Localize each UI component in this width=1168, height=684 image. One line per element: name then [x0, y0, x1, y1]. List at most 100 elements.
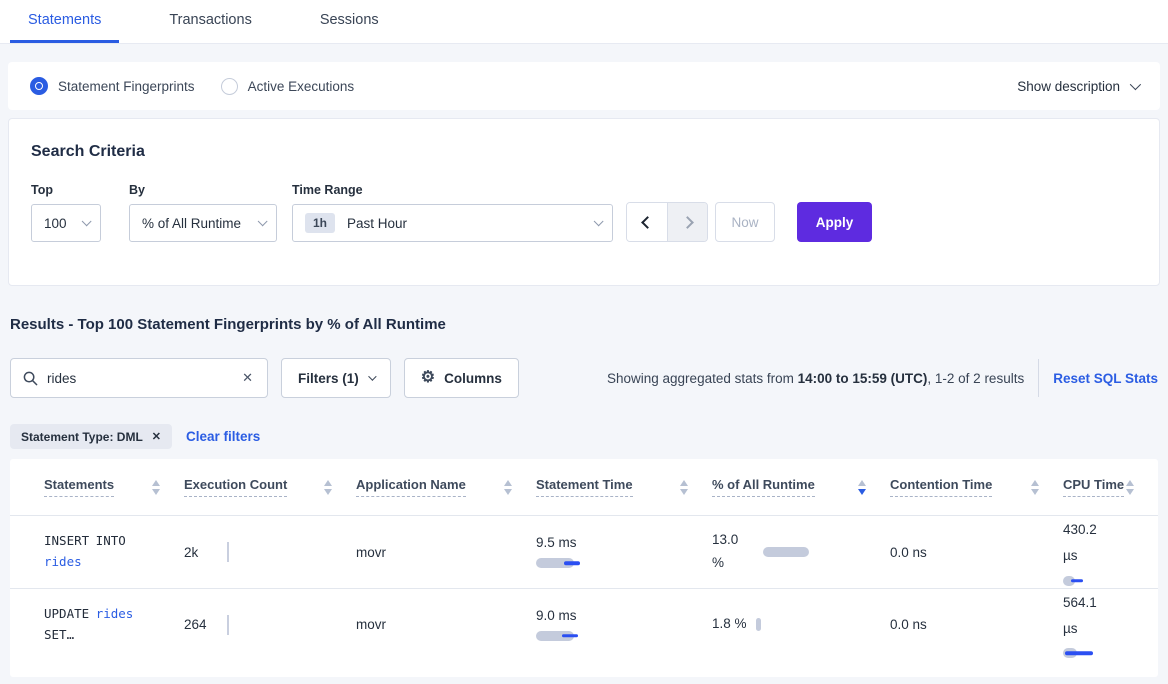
- columns-button[interactable]: ⚙ Columns: [403, 358, 519, 398]
- column-header-execution-count[interactable]: Execution Count: [184, 477, 356, 497]
- statement-time-bar: [536, 630, 574, 641]
- filter-pill-statement-type: Statement Type: DML ✕: [10, 424, 173, 449]
- column-label: Application Name: [356, 477, 466, 497]
- statement-text: UPDATE: [44, 605, 96, 621]
- execution-count-bar: [227, 614, 229, 635]
- statement-time-value: 9.5 ms: [536, 535, 577, 550]
- statement-time-cell: 9.0 ms: [536, 608, 712, 642]
- application-name-cell: movr: [356, 617, 386, 632]
- cpu-time-cell: 430.2 µs: [1063, 517, 1158, 586]
- statement-time-marker: [564, 561, 580, 565]
- by-select[interactable]: % of All Runtime: [129, 204, 277, 242]
- search-input[interactable]: [47, 370, 241, 386]
- tab-transactions[interactable]: Transactions: [169, 12, 252, 28]
- radio-active-executions[interactable]: Active Executions: [220, 77, 355, 95]
- sort-icon-active[interactable]: [858, 477, 866, 495]
- filters-button[interactable]: Filters (1): [281, 358, 391, 398]
- results-heading: Results - Top 100 Statement Fingerprints…: [10, 316, 446, 333]
- reset-sql-stats-link[interactable]: Reset SQL Stats: [1053, 370, 1158, 386]
- column-header-percent-runtime[interactable]: % of All Runtime: [712, 477, 890, 497]
- columns-button-label: Columns: [444, 370, 502, 386]
- statements-table: Statements Execution Count Application N…: [10, 459, 1158, 677]
- tab-sessions[interactable]: Sessions: [319, 12, 379, 28]
- column-label: Statements: [44, 477, 115, 497]
- column-header-statements[interactable]: Statements: [44, 477, 184, 497]
- remove-filter-icon[interactable]: ✕: [151, 431, 162, 443]
- statement-time-value: 9.0 ms: [536, 607, 577, 623]
- statement-time-marker: [562, 633, 578, 638]
- time-range-label: Time Range: [292, 183, 363, 197]
- time-range-badge: 1h: [305, 213, 336, 233]
- stats-prefix: Showing aggregated stats from: [607, 370, 798, 386]
- show-description-toggle[interactable]: Show description: [1017, 78, 1142, 94]
- sort-icon[interactable]: [1031, 477, 1039, 495]
- radio-label: Statement Fingerprints: [58, 78, 195, 94]
- column-header-cpu-time[interactable]: CPU Time: [1063, 477, 1158, 497]
- column-label: Execution Count: [184, 477, 288, 497]
- table-row: INSERT INTO rides 2k movr 9.5 ms 13.0 % …: [10, 516, 1158, 588]
- results-controls-row: ✕ Filters (1) ⚙ Columns Showing aggregat…: [10, 358, 1158, 398]
- contention-time-cell: 0.0 ns: [890, 544, 927, 560]
- view-mode-bar: Statement Fingerprints Active Executions…: [8, 62, 1160, 110]
- chevron-down-icon: [1129, 78, 1142, 91]
- by-select-value: % of All Runtime: [142, 215, 242, 231]
- tab-statements[interactable]: Statements: [10, 0, 120, 43]
- by-label: By: [129, 183, 145, 197]
- execution-count-cell: 2k: [184, 542, 356, 562]
- percent-runtime-cell: 13.0 %: [712, 529, 890, 575]
- column-header-contention-time[interactable]: Contention Time: [890, 477, 1063, 497]
- sort-icon[interactable]: [680, 477, 688, 495]
- radio-label: Active Executions: [247, 78, 355, 94]
- radio-selected-icon: [30, 77, 48, 95]
- sort-icon[interactable]: [152, 477, 160, 495]
- statement-text: SET…: [44, 626, 75, 642]
- column-label: Statement Time: [536, 477, 633, 497]
- sql-activity-tabbar: Statements Transactions Sessions: [0, 0, 1168, 44]
- now-button[interactable]: Now: [715, 202, 775, 242]
- stats-time-range: 14:00 to 15:59 (UTC): [797, 370, 928, 386]
- gear-icon: ⚙: [420, 369, 436, 386]
- clear-search-icon[interactable]: ✕: [242, 370, 253, 385]
- sort-icon[interactable]: [324, 477, 332, 495]
- apply-button[interactable]: Apply: [797, 202, 872, 242]
- percent-runtime-bar: [763, 547, 809, 557]
- execution-count-cell: 264: [184, 614, 356, 635]
- percent-runtime-value: 13.0 %: [712, 532, 739, 570]
- stats-suffix: , 1-2 of 2 results: [927, 370, 1025, 386]
- contention-time-cell: 0.0 ns: [890, 617, 927, 632]
- execution-count-value: 264: [184, 617, 207, 632]
- column-header-application-name[interactable]: Application Name: [356, 477, 536, 497]
- application-name-cell: movr: [356, 544, 386, 560]
- percent-runtime-cell: 1.8 %: [712, 613, 890, 636]
- statement-link[interactable]: rides: [95, 605, 134, 621]
- time-range-select[interactable]: 1h Past Hour: [292, 204, 613, 242]
- time-range-value: Past Hour: [347, 215, 408, 231]
- chevron-down-icon: [81, 215, 92, 226]
- column-header-statement-time[interactable]: Statement Time: [536, 477, 712, 497]
- sort-icon[interactable]: [504, 477, 512, 495]
- table-row: UPDATE rides SET… 264 movr 9.0 ms 1.8 % …: [10, 588, 1158, 660]
- active-filters-row: Statement Type: DML ✕ Clear filters: [10, 424, 1158, 449]
- statement-fingerprint-cell: UPDATE rides SET…: [44, 604, 168, 645]
- sort-icon[interactable]: [1126, 477, 1134, 495]
- time-nav-group: [626, 202, 708, 242]
- cpu-time-bar: [1063, 575, 1075, 586]
- radio-statement-fingerprints[interactable]: Statement Fingerprints: [30, 77, 195, 95]
- column-label: Contention Time: [890, 477, 993, 497]
- top-select[interactable]: 100: [31, 204, 101, 242]
- search-criteria-title: Search Criteria: [31, 143, 145, 160]
- search-icon: [23, 371, 38, 385]
- statement-link[interactable]: rides: [44, 554, 82, 569]
- column-label: % of All Runtime: [712, 477, 815, 497]
- clear-filters-link[interactable]: Clear filters: [186, 429, 261, 444]
- table-header-row: Statements Execution Count Application N…: [10, 459, 1158, 516]
- filter-pill-label: Statement Type: DML: [21, 429, 143, 444]
- chevron-down-icon: [593, 215, 604, 226]
- filters-button-label: Filters (1): [298, 370, 359, 386]
- top-label: Top: [31, 183, 53, 197]
- execution-count-bar: [227, 542, 229, 562]
- cpu-time-value: 564.1 µs: [1063, 594, 1097, 636]
- chevron-right-icon: [681, 215, 694, 229]
- next-time-button[interactable]: [667, 203, 707, 241]
- previous-time-button[interactable]: [627, 203, 667, 241]
